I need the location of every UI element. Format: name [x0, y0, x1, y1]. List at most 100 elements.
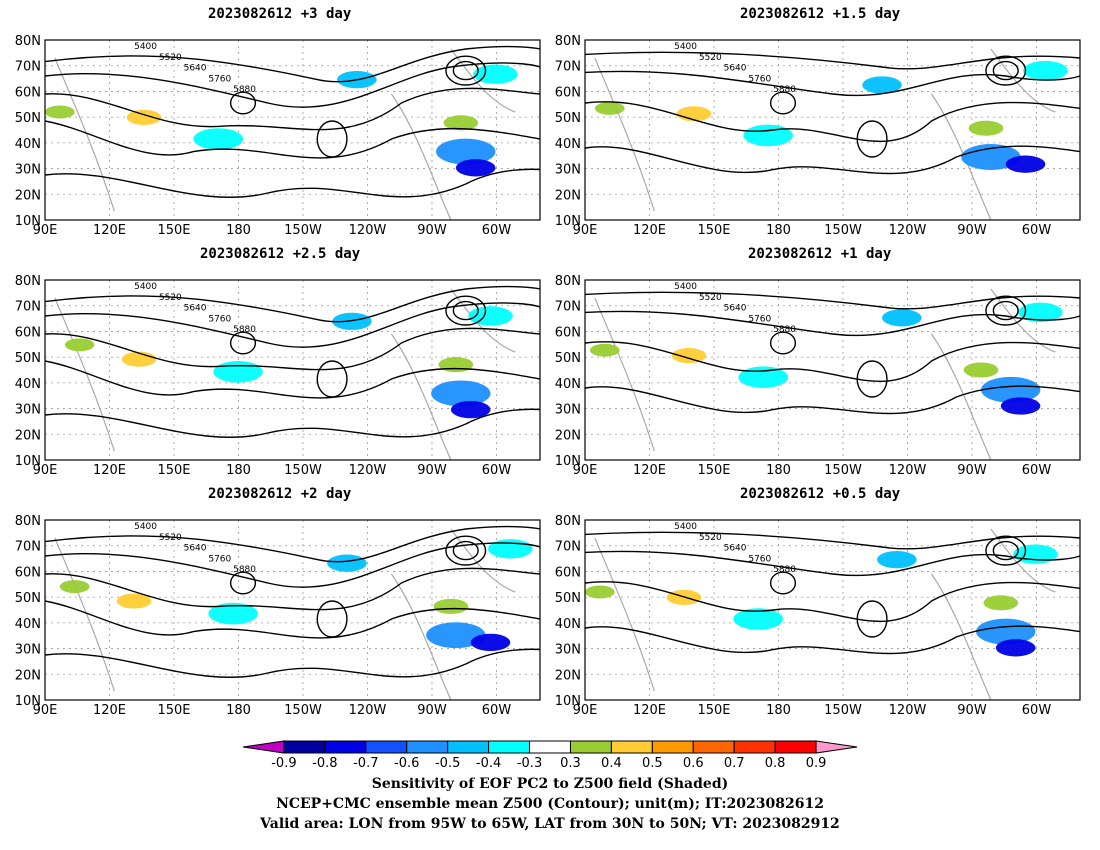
lat-tick-label: 10N [555, 214, 581, 229]
footer-line-3: Valid area: LON from 95W to 65W, LAT fro… [260, 816, 840, 832]
panel-title: 2023082612 +2.5 day [200, 246, 361, 262]
lat-tick-label: 50N [15, 351, 41, 366]
lon-tick-label: 150E [157, 463, 190, 478]
lon-tick-label: 150W [824, 223, 862, 238]
lat-tick-label: 70N [15, 540, 41, 555]
lon-tick-label: 90W [957, 223, 987, 238]
colorbar: -0.9 -0.8 -0.7 -0.6 -0.5 -0.4 -0.3 0.3 0.4 0.5 0.6… [242, 740, 858, 771]
lat-tick-label: 80N [555, 34, 581, 49]
lat-tick-label: 80N [15, 34, 41, 49]
contour-label: 5760 [208, 314, 231, 324]
footer-line-1: Sensitivity of EOF PC2 to Z500 field (Sh… [371, 776, 729, 792]
lon-tick-label: 60W [1022, 223, 1052, 238]
contour-label: 5640 [724, 304, 747, 314]
contour-label: 5640 [184, 304, 207, 314]
panel-title: 2023082612 +2 day [208, 486, 352, 502]
contour-label: 5760 [748, 74, 771, 84]
colorbar-tick-label: 0.6 [683, 756, 704, 771]
lon-tick-label: 90W [417, 223, 447, 238]
lon-tick-label: 120W [889, 463, 927, 478]
contour-label: 5880 [233, 85, 256, 95]
lat-tick-label: 30N [555, 643, 581, 658]
panel-title: 2023082612 +1.5 day [740, 6, 901, 22]
contour-label: 5400 [674, 522, 697, 532]
lon-tick-label: 120W [349, 463, 387, 478]
colorbar-tick-label: -0.3 [517, 756, 542, 771]
contour-label: 5400 [134, 42, 157, 52]
contour-label: 5400 [134, 522, 157, 532]
footer-line-2: NCEP+CMC ensemble mean Z500 (Contour); u… [276, 796, 824, 812]
lon-tick-label: 90W [957, 703, 987, 718]
contour-label: 5880 [773, 85, 796, 95]
lon-tick-label: 120W [889, 223, 927, 238]
colorbar-tick-label: -0.4 [476, 756, 501, 771]
lon-tick-label: 120E [633, 703, 666, 718]
lat-tick-label: 50N [15, 591, 41, 606]
lat-tick-label: 10N [15, 694, 41, 709]
lat-tick-label: 20N [15, 428, 41, 443]
lat-tick-label: 40N [555, 617, 581, 632]
lon-tick-label: 90W [417, 463, 447, 478]
contour-label: 5640 [184, 544, 207, 554]
lon-tick-label: 90E [573, 223, 598, 238]
lat-tick-label: 50N [555, 591, 581, 606]
lon-tick-label: 90W [417, 703, 447, 718]
colorbar-tick-label: -0.7 [353, 756, 378, 771]
lon-tick-label: 150W [284, 463, 322, 478]
lon-tick-label: 90E [33, 223, 58, 238]
lat-tick-label: 80N [15, 274, 41, 289]
lon-tick-label: 60W [1022, 703, 1052, 718]
colorbar-swatch [242, 740, 285, 754]
lon-tick-label: 150W [284, 223, 322, 238]
lat-tick-label: 80N [15, 514, 41, 529]
lat-tick-label: 20N [15, 188, 41, 203]
lat-tick-label: 40N [15, 617, 41, 632]
lat-tick-label: 20N [555, 428, 581, 443]
contour-label: 5520 [159, 293, 182, 303]
colorbar-tick-label: 0.7 [724, 756, 745, 771]
lat-tick-label: 30N [15, 403, 41, 418]
lat-tick-label: 30N [15, 163, 41, 178]
lon-tick-label: 150W [824, 703, 862, 718]
lat-tick-label: 60N [15, 85, 41, 100]
lon-tick-label: 90E [33, 703, 58, 718]
colorbar-swatch [774, 740, 817, 754]
lon-tick-label: 180 [226, 223, 251, 238]
colorbar-swatch [406, 740, 449, 754]
contour-label: 5520 [699, 53, 722, 63]
lat-tick-label: 70N [15, 60, 41, 75]
lon-tick-label: 180 [226, 463, 251, 478]
lat-tick-label: 50N [15, 111, 41, 126]
contour-label: 5880 [233, 325, 256, 335]
contour-label: 5760 [748, 314, 771, 324]
lon-tick-label: 180 [766, 463, 791, 478]
lon-tick-label: 150E [697, 223, 730, 238]
lat-tick-label: 80N [555, 514, 581, 529]
colorbar-tick-label: 0.5 [642, 756, 663, 771]
colorbar-swatch [651, 740, 694, 754]
lon-tick-label: 150E [157, 223, 190, 238]
lon-tick-label: 90W [957, 463, 987, 478]
lon-tick-label: 120E [93, 463, 126, 478]
lon-tick-label: 180 [766, 703, 791, 718]
lon-tick-label: 120W [889, 703, 927, 718]
lat-tick-label: 40N [555, 137, 581, 152]
lon-tick-label: 150E [697, 703, 730, 718]
lon-tick-label: 120E [633, 223, 666, 238]
colorbar-tick-label: -0.9 [271, 756, 296, 771]
colorbar-swatch [529, 740, 571, 754]
lat-tick-label: 60N [15, 565, 41, 580]
colorbar-tick-label: 0.9 [806, 756, 827, 771]
lat-tick-label: 60N [555, 85, 581, 100]
lat-tick-label: 50N [555, 351, 581, 366]
contour-label: 5520 [159, 53, 182, 63]
lat-tick-label: 20N [555, 188, 581, 203]
colorbar-tick-label: 0.3 [560, 756, 581, 771]
colorbar-swatch [283, 740, 326, 754]
lat-tick-label: 10N [555, 454, 581, 469]
